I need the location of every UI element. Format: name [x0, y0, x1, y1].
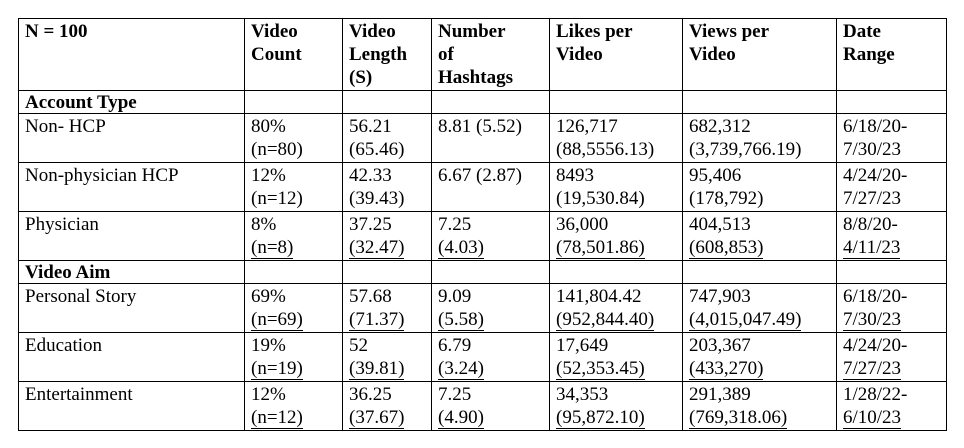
header-n: N = 100: [18, 18, 245, 91]
section-row-video-aim: Video Aim: [18, 260, 947, 284]
row-label: Entertainment: [18, 381, 245, 431]
cell-length: 37.25 (32.47): [342, 211, 432, 261]
section-label-account-type: Account Type: [18, 90, 245, 114]
cell-likes: 126,717 (88,5556.13): [549, 113, 683, 163]
cell-date: 6/18/20- 7/30/23: [836, 113, 947, 163]
row-label: Personal Story: [18, 283, 245, 333]
cell-length: 42.33 (39.43): [342, 162, 432, 212]
row-label: Non- HCP: [18, 113, 245, 163]
row-label: Education: [18, 332, 245, 382]
cell-views: 682,312 (3,739,766.19): [682, 113, 837, 163]
cell-length: 36.25 (37.67): [342, 381, 432, 431]
cell-hashtags: 7.25 (4.90): [431, 381, 550, 431]
header-views: Views per Video: [682, 18, 837, 91]
cell-count: 19% (n=19): [244, 332, 343, 382]
section-label-video-aim: Video Aim: [18, 260, 245, 284]
cell-hashtags: 8.81 (5.52): [431, 113, 550, 163]
table-row-non-hcp: Non- HCP 80% (n=80) 56.21 (65.46) 8.81 (5.…: [18, 113, 947, 163]
header-video-count: Video Count: [244, 18, 343, 91]
cell-count: 80% (n=80): [244, 113, 343, 163]
cell-hashtags: 9.09 (5.58): [431, 283, 550, 333]
cell-likes: 141,804.42 (952,844.40): [549, 283, 683, 333]
cell-likes: 36,000 (78,501.86): [549, 211, 683, 261]
header-hashtags: Number of Hashtags: [431, 18, 550, 91]
cell-hashtags: 6.67 (2.87): [431, 162, 550, 212]
cell-likes: 17,649 (52,353.45): [549, 332, 683, 382]
cell-count: 12% (n=12): [244, 381, 343, 431]
table-row-non-physician-hcp: Non-physician HCP 12% (n=12) 42.33 (39.43)…: [18, 162, 947, 212]
cell-date: 4/24/20- 7/27/23: [836, 162, 947, 212]
header-row: N = 100 Video Count Video Length (S) Number…: [18, 18, 947, 91]
cell-views: 747,903 (4,015,047.49): [682, 283, 837, 333]
cell-date: 1/28/22- 6/10/23: [836, 381, 947, 431]
cell-length: 52 (39.81): [342, 332, 432, 382]
cell-date: 8/8/20- 4/11/23: [836, 211, 947, 261]
header-video-length: Video Length (S): [342, 18, 432, 91]
cell-views: 95,406 (178,792): [682, 162, 837, 212]
cell-views: 291,389 (769,318.06): [682, 381, 837, 431]
table-row-personal-story: Personal Story 69% (n=69) 57.68 (71.37) 9.…: [18, 283, 947, 333]
cell-count: 69% (n=69): [244, 283, 343, 333]
cell-date: 4/24/20- 7/27/23: [836, 332, 947, 382]
row-label: Physician: [18, 211, 245, 261]
row-label: Non-physician HCP: [18, 162, 245, 212]
cell-likes: 34,353 (95,872.10): [549, 381, 683, 431]
summary-table: N = 100 Video Count Video Length (S) Number…: [18, 18, 947, 431]
cell-date: 6/18/20- 7/30/23: [836, 283, 947, 333]
cell-length: 57.68 (71.37): [342, 283, 432, 333]
table-row-physician: Physician 8% (n=8) 37.25 (32.47) 7.25 (4.03…: [18, 211, 947, 261]
cell-count: 12% (n=12): [244, 162, 343, 212]
header-date-range: Date Range: [836, 18, 947, 91]
cell-length: 56.21 (65.46): [342, 113, 432, 163]
cell-views: 404,513 (608,853): [682, 211, 837, 261]
header-likes: Likes per Video: [549, 18, 683, 91]
cell-views: 203,367 (433,270): [682, 332, 837, 382]
cell-count: 8% (n=8): [244, 211, 343, 261]
table-row-education: Education 19% (n=19) 52 (39.81) 6.79 (3.24)…: [18, 332, 947, 382]
table-row-entertainment: Entertainment 12% (n=12) 36.25 (37.67) 7.2…: [18, 381, 947, 431]
cell-hashtags: 7.25 (4.03): [431, 211, 550, 261]
cell-likes: 8493 (19,530.84): [549, 162, 683, 212]
cell-hashtags: 6.79 (3.24): [431, 332, 550, 382]
section-row-account-type: Account Type: [18, 90, 947, 114]
table-container: N = 100 Video Count Video Length (S) Number…: [18, 18, 947, 431]
